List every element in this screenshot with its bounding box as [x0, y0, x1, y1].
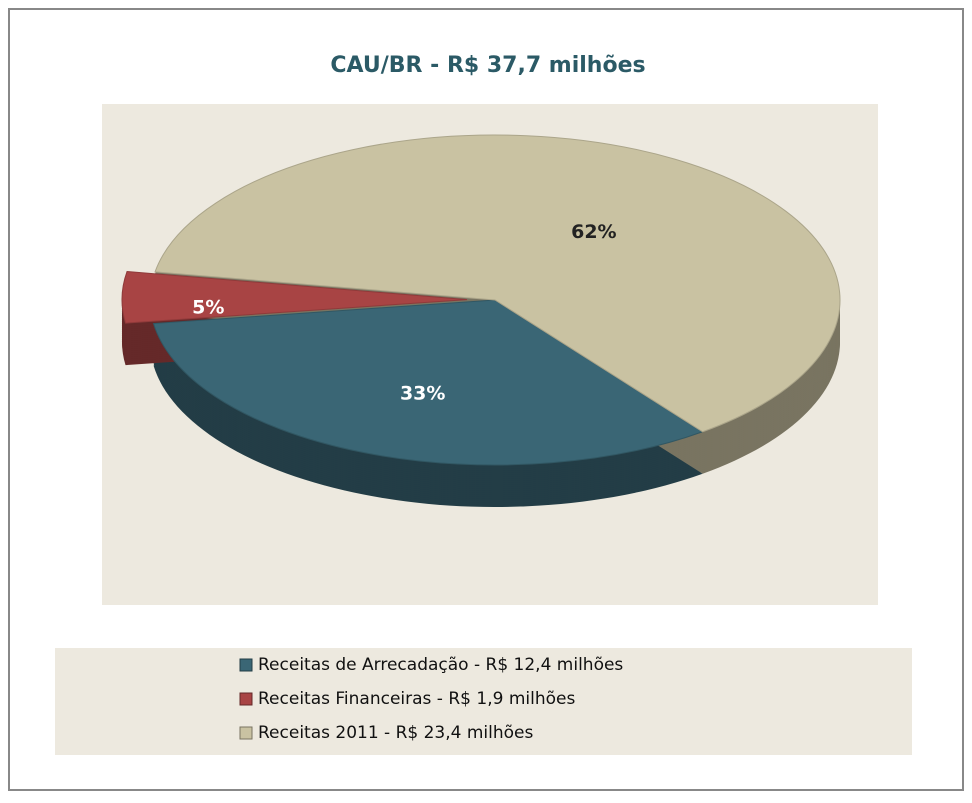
- legend-box: [55, 648, 912, 755]
- legend-swatch: [239, 692, 253, 706]
- data-label: 62%: [571, 221, 616, 243]
- slice: [154, 134, 841, 433]
- legend-text: Receitas de Arrecadação - R$ 12,4 milhõe…: [258, 655, 623, 675]
- slice: [152, 299, 704, 466]
- legend-swatch: [239, 726, 253, 740]
- legend-text: Receitas 2011 - R$ 23,4 milhões: [258, 723, 534, 743]
- legend-swatch: [239, 658, 253, 672]
- slice: [121, 270, 468, 324]
- legend-text: Receitas Financeiras - R$ 1,9 milhões: [258, 689, 575, 709]
- data-label: 5%: [192, 296, 224, 318]
- data-label: 33%: [400, 382, 445, 404]
- chart-title: CAU/BR - R$ 37,7 milhões: [330, 53, 645, 78]
